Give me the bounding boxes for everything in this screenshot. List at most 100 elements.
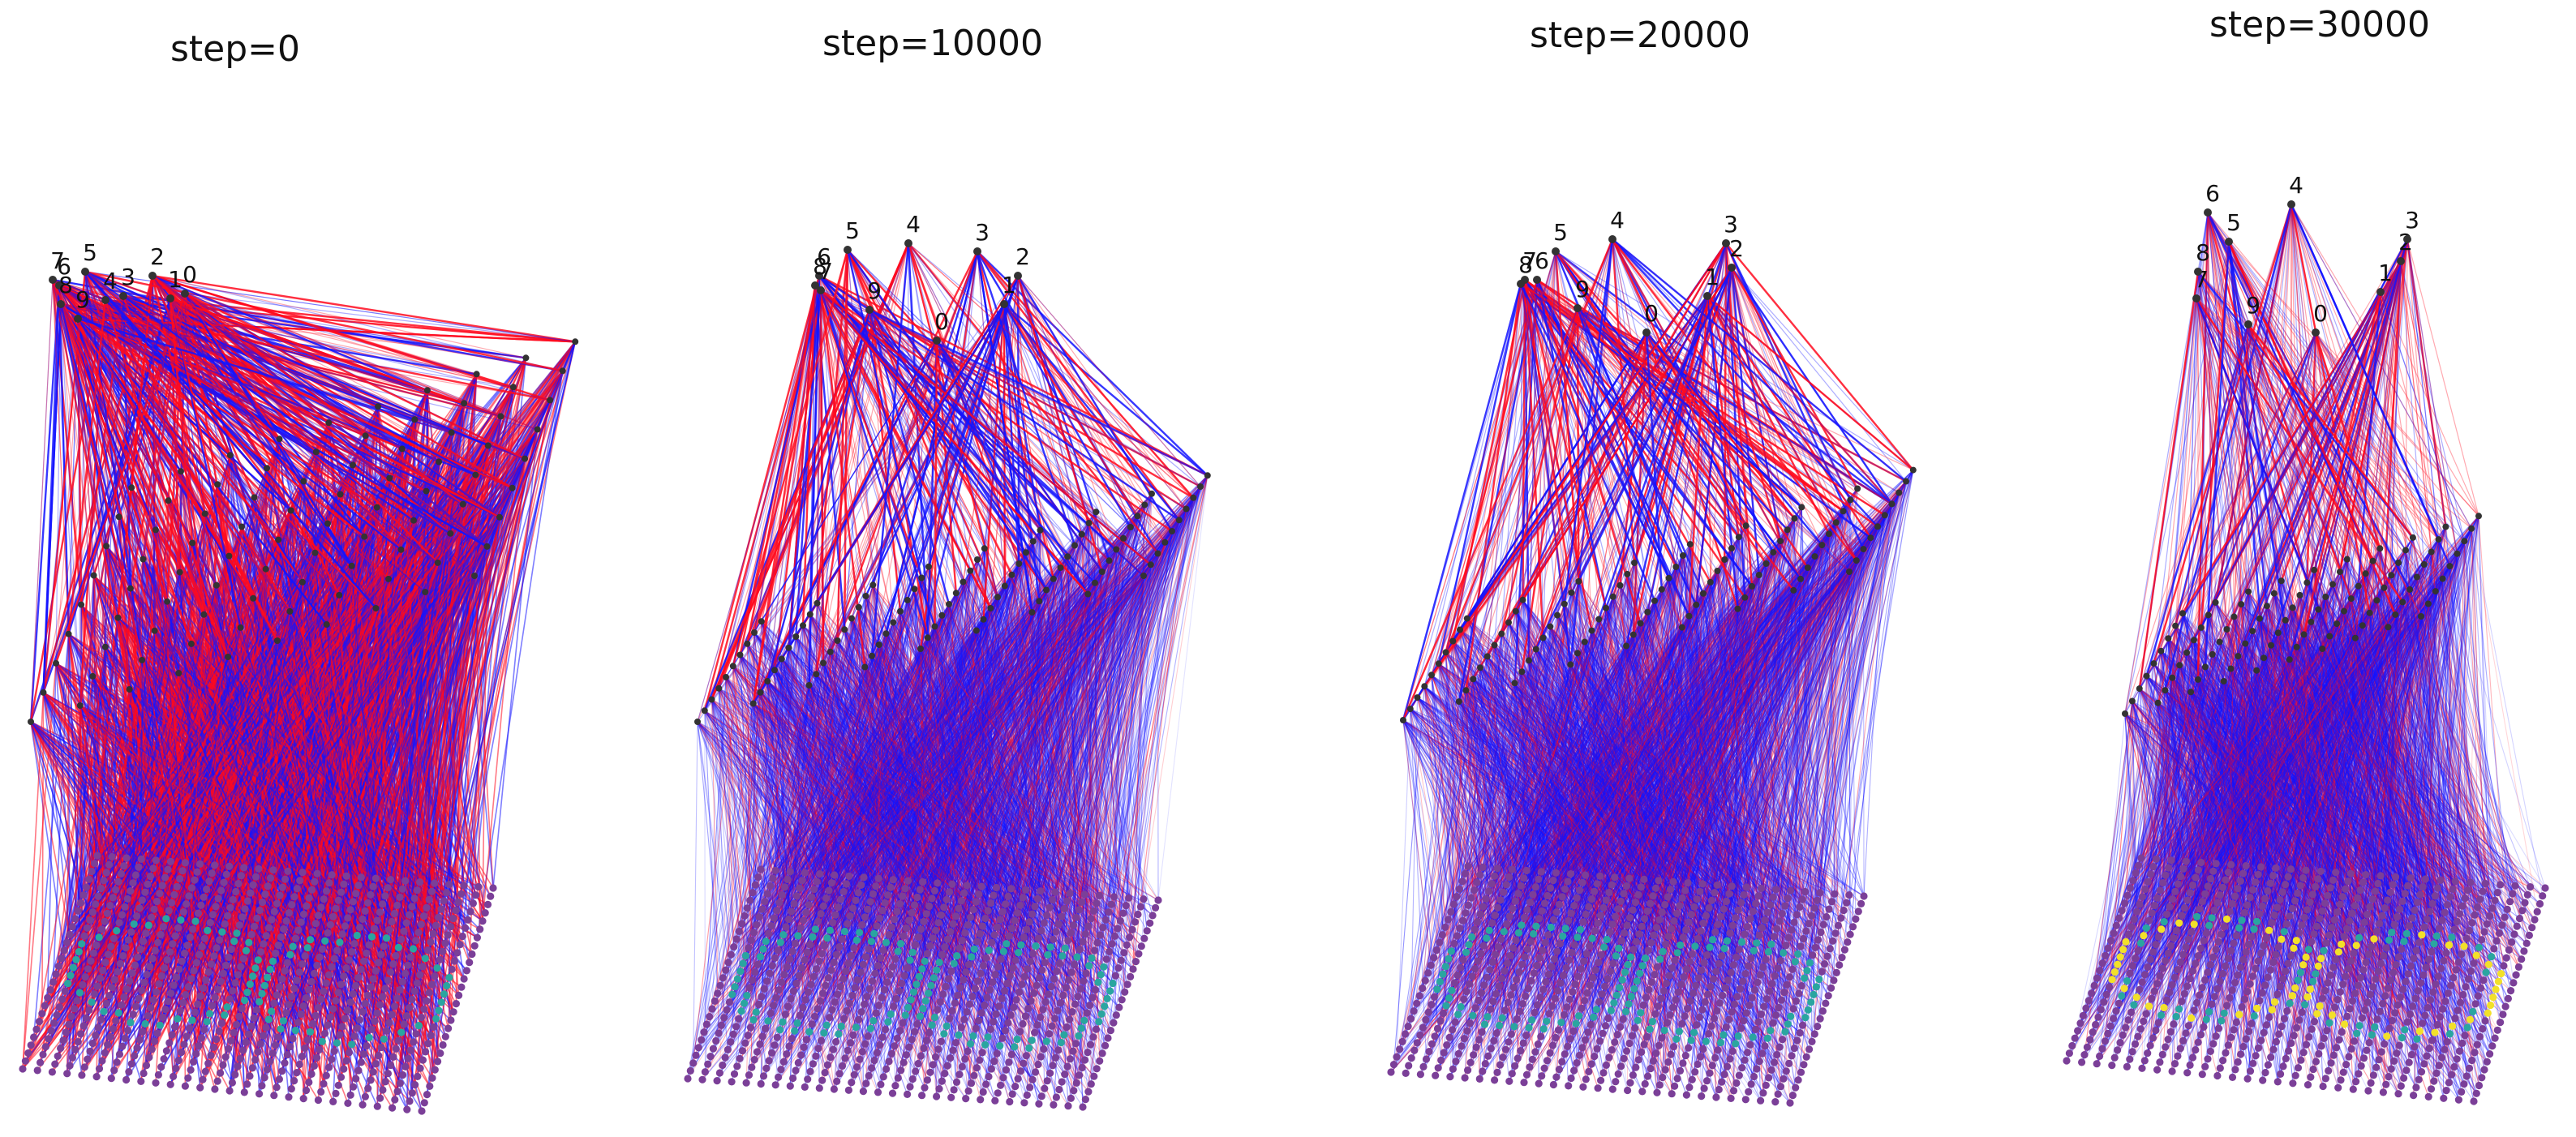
input-node bbox=[2369, 983, 2377, 991]
input-node bbox=[1631, 1024, 1639, 1032]
input-node bbox=[1612, 952, 1620, 960]
input-node bbox=[2162, 996, 2170, 1004]
input-node bbox=[114, 1009, 122, 1017]
input-node bbox=[1810, 904, 1818, 912]
input-node bbox=[86, 916, 94, 925]
input-node bbox=[934, 1006, 942, 1014]
input-node bbox=[402, 1012, 410, 1020]
input-node bbox=[1712, 968, 1720, 976]
hidden-node bbox=[1798, 504, 1805, 511]
input-node bbox=[243, 989, 251, 997]
hidden-node bbox=[324, 520, 331, 527]
input-node bbox=[1419, 984, 1427, 993]
input-node bbox=[390, 909, 398, 918]
input-node bbox=[1114, 964, 1123, 972]
input-node bbox=[384, 976, 392, 985]
input-node bbox=[1714, 1046, 1722, 1054]
input-node bbox=[1591, 1053, 1599, 1061]
output-label: 3 bbox=[975, 219, 990, 246]
input-node bbox=[1559, 932, 1567, 940]
input-node bbox=[1661, 900, 1669, 909]
input-node bbox=[2174, 966, 2182, 974]
input-node bbox=[1027, 997, 1035, 1005]
input-node bbox=[1513, 1054, 1522, 1062]
hidden-node bbox=[176, 568, 183, 576]
input-node bbox=[1608, 1046, 1616, 1054]
hidden-node bbox=[2308, 618, 2315, 625]
input-node bbox=[908, 948, 917, 956]
hidden-node bbox=[411, 416, 419, 423]
input-node bbox=[1720, 1070, 1728, 1079]
hidden-node bbox=[459, 500, 466, 508]
input-node bbox=[277, 1025, 285, 1033]
input-node bbox=[222, 870, 230, 878]
input-node bbox=[244, 1030, 252, 1038]
hidden-node bbox=[1735, 534, 1742, 541]
input-node bbox=[741, 951, 750, 960]
hidden-node bbox=[1742, 522, 1750, 530]
input-node bbox=[779, 931, 788, 939]
input-node bbox=[764, 1017, 772, 1025]
input-node bbox=[1794, 1076, 1802, 1084]
input-node bbox=[186, 933, 194, 942]
hidden-node bbox=[2343, 556, 2351, 563]
hidden-node bbox=[2263, 603, 2270, 610]
input-node bbox=[2430, 940, 2438, 948]
input-node bbox=[1596, 872, 1604, 880]
input-node bbox=[1656, 955, 1664, 963]
input-node bbox=[2227, 1033, 2235, 1041]
hidden-node bbox=[2136, 685, 2143, 693]
hidden-node bbox=[1043, 586, 1050, 594]
input-node bbox=[1789, 1005, 1797, 1013]
input-node bbox=[2220, 1009, 2228, 1017]
input-node bbox=[2282, 1054, 2290, 1062]
hidden-node bbox=[2296, 591, 2303, 599]
input-node bbox=[286, 950, 294, 959]
input-node bbox=[381, 1078, 389, 1086]
input-node bbox=[309, 928, 317, 936]
input-node bbox=[758, 1032, 766, 1040]
input-node bbox=[2426, 907, 2434, 916]
input-node bbox=[1398, 1037, 1406, 1045]
input-node bbox=[2194, 866, 2202, 874]
input-node bbox=[1534, 1040, 1542, 1049]
output-label: 9 bbox=[1575, 276, 1590, 302]
input-node bbox=[1728, 921, 1737, 929]
input-node bbox=[2234, 885, 2242, 893]
input-node bbox=[285, 909, 293, 917]
input-node bbox=[251, 1056, 260, 1064]
input-node bbox=[173, 882, 181, 890]
input-node bbox=[1460, 995, 1468, 1003]
input-node bbox=[1624, 1086, 1632, 1095]
input-node bbox=[1627, 993, 1635, 1001]
input-node bbox=[2385, 1024, 2394, 1032]
input-node bbox=[1705, 1030, 1713, 1038]
input-node bbox=[793, 1019, 801, 1028]
input-node bbox=[2093, 1060, 2101, 1068]
input-node bbox=[1055, 1085, 1063, 1094]
hidden-node bbox=[1491, 641, 1498, 649]
input-node bbox=[1733, 993, 1741, 1001]
input-node bbox=[383, 1027, 391, 1035]
hidden-node bbox=[2260, 654, 2268, 662]
hidden-node bbox=[1098, 568, 1106, 575]
input-node bbox=[2379, 1000, 2387, 1008]
input-node bbox=[1688, 1075, 1696, 1083]
input-node bbox=[289, 1035, 297, 1043]
input-node bbox=[427, 1032, 435, 1040]
input-node bbox=[735, 927, 743, 935]
input-node bbox=[301, 1044, 309, 1052]
input-node bbox=[895, 900, 904, 908]
input-node bbox=[266, 874, 275, 882]
input-node bbox=[1432, 1071, 1440, 1079]
input-node bbox=[1750, 1072, 1758, 1081]
input-node bbox=[154, 1070, 162, 1079]
input-grid bbox=[684, 865, 1162, 1111]
input-node bbox=[1786, 1099, 1794, 1107]
input-node bbox=[127, 1060, 135, 1068]
input-node bbox=[1105, 908, 1113, 916]
input-node bbox=[1694, 1060, 1702, 1068]
input-node bbox=[1467, 894, 1475, 902]
output-node bbox=[1533, 276, 1541, 284]
input-node bbox=[199, 984, 208, 992]
